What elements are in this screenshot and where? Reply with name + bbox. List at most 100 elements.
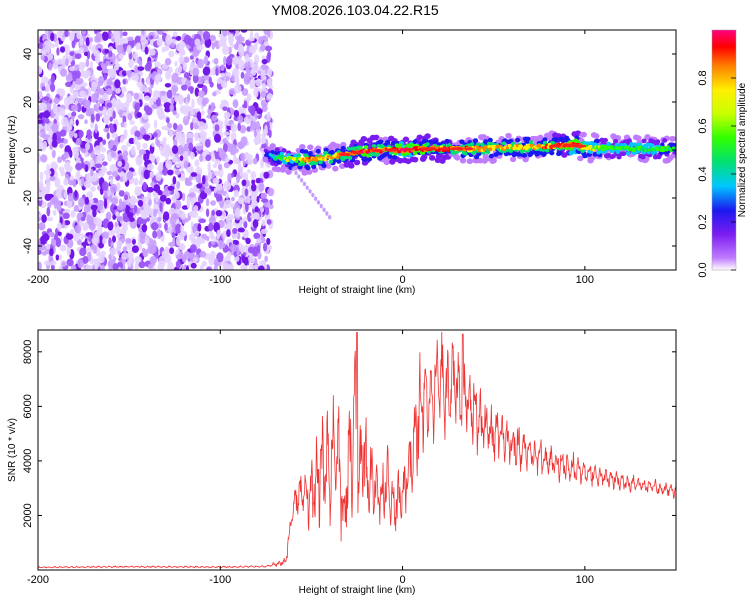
heatmap-cell [239,170,244,177]
heatmap-cell [276,160,281,165]
heatmap-cell [202,66,211,76]
heatmap-cell [183,160,189,169]
heatmap-cell [302,181,307,187]
heatmap-cell [144,63,152,72]
heatmap-cell [165,117,170,124]
heatmap-cell [57,231,62,236]
heatmap-cell [149,35,154,40]
heatmap-cell [167,185,175,191]
heatmap-cell [56,201,62,212]
heatmap-cell [136,141,141,151]
heatmap-cell [242,244,251,255]
heatmap-cell [305,169,313,175]
heatmap-cell [122,31,128,37]
heatmap-cell [156,156,160,164]
heatmap-cell [105,60,111,66]
heatmap-cell [181,254,187,263]
x-tick-label: -100 [209,274,231,286]
heatmap-cell [170,96,175,106]
heatmap-cell [601,148,605,152]
heatmap-cell [662,138,668,143]
snr-frame [37,329,677,571]
heatmap-cell [79,36,84,46]
heatmap-cell [308,189,312,194]
heatmap-cell [137,199,144,207]
heatmap-cell [63,138,69,144]
heatmap-cell [109,247,117,256]
heatmap-cell [197,83,204,89]
heatmap-cell [216,229,221,240]
heatmap-cell [197,58,204,69]
heatmap-cell [158,30,163,35]
heatmap-cell [351,150,362,155]
heatmap-cell [454,154,461,161]
heatmap-cell [220,80,228,89]
heatmap-cell [157,164,164,172]
heatmap-cell [641,138,647,144]
heatmap-cell [143,169,150,180]
heatmap-cell [196,145,204,151]
heatmap-cell [673,143,676,148]
heatmap-cell [38,89,43,100]
heatmap-cell [260,74,267,81]
heatmap-cell [228,33,234,39]
heatmap-cell [553,137,559,142]
heatmap-cell [285,159,290,163]
heatmap-cell [102,237,107,245]
heatmap-cell [153,208,157,218]
heatmap-cell [126,170,134,180]
x-tick-label: -100 [209,574,231,586]
heatmap-cell [245,202,249,213]
heatmap-cell [385,139,391,145]
heatmap-cell [245,237,251,245]
heatmap-cell [198,218,207,224]
heatmap-cell [44,118,50,124]
heatmap-cell [261,136,266,145]
heatmap-cell [148,72,153,79]
heatmap-cell [155,172,162,182]
heatmap-cell [266,237,271,246]
heatmap-cell [363,145,369,150]
snr-plot-area [38,330,676,570]
heatmap-cell [109,194,113,202]
heatmap-cell [253,232,261,240]
heatmap-cell [244,152,249,159]
heatmap-cell [193,205,199,212]
heatmap-cell [164,107,171,113]
heatmap-cell [114,79,121,89]
heatmap-cell [86,251,92,258]
heatmap-cell [126,44,132,54]
heatmap-cell [402,136,410,143]
heatmap-cell [127,36,134,42]
heatmap-cell [101,31,109,41]
heatmap-cell [264,206,270,216]
heatmap-cell [38,180,44,191]
heatmap-cell [201,151,207,158]
heatmap-cell [472,138,479,143]
heatmap-cell [226,250,232,260]
heatmap-cell [226,56,233,66]
spectrogram-noise-region [38,30,275,270]
heatmap-cell [92,208,97,218]
heatmap-cell [577,155,584,162]
heatmap-cell [274,147,280,152]
heatmap-cell [233,157,240,165]
heatmap-cell [669,135,676,142]
heatmap-cell [97,136,103,143]
heatmap-cell [141,247,146,254]
spectrogram-y-label: Frequency (Hz) [7,116,18,185]
heatmap-cell [115,102,120,112]
heatmap-cell [217,163,223,171]
heatmap-cell [38,50,45,56]
heatmap-cell [258,36,264,44]
heatmap-cell [450,147,457,151]
heatmap-cell [87,87,92,98]
heatmap-cell [152,131,158,138]
heatmap-cell [456,147,464,151]
heatmap-cell [182,150,189,160]
heatmap-cell [139,84,147,92]
heatmap-cell [252,79,256,89]
heatmap-cell [178,55,185,64]
heatmap-cell [108,45,114,52]
heatmap-cell [215,182,223,191]
